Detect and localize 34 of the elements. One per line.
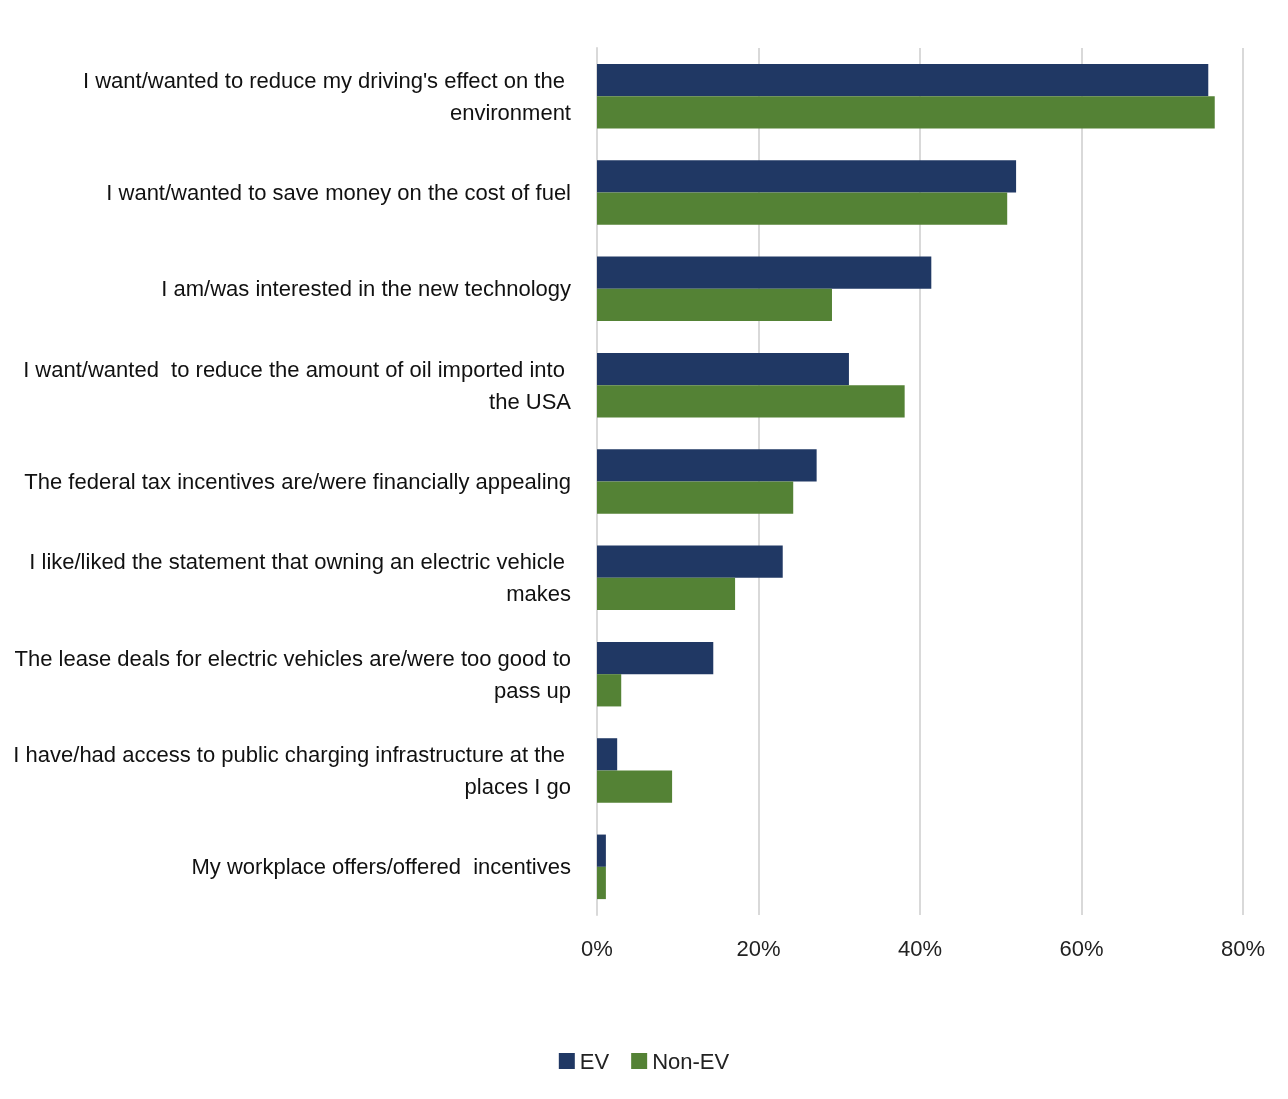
- bar: [597, 288, 832, 322]
- bar: [597, 160, 1017, 193]
- x-tick-label: 80%: [1220, 935, 1266, 961]
- legend-label: EV: [579, 1048, 610, 1074]
- x-tick-label: 40%: [897, 935, 943, 961]
- bar: [597, 96, 1215, 129]
- bar: [597, 866, 606, 900]
- x-tick-label: 20%: [736, 935, 781, 961]
- bar: [597, 385, 905, 418]
- y-tick-label: The federal tax incentives are/were financially appealing: [24, 469, 571, 494]
- x-tick-label: 60%: [1059, 935, 1104, 961]
- bar: [597, 545, 783, 578]
- bar: [597, 770, 673, 803]
- bar: [597, 577, 736, 611]
- bar: [597, 834, 606, 867]
- bar: [597, 256, 932, 289]
- y-tick-label: I have/had access to public charging infrastructure at the places I go: [13, 742, 571, 799]
- bar: [597, 352, 849, 386]
- bar: [597, 63, 1209, 97]
- bar: [597, 674, 622, 707]
- legend-label: Non-EV: [652, 1048, 730, 1074]
- y-tick-label: The lease deals for electric vehicles are/were too good to pass up: [14, 645, 571, 703]
- y-tick-label: My workplace offers/offered incentives: [191, 854, 571, 880]
- y-tick-label: I want/wanted to save money on the cost of fuel: [106, 180, 571, 205]
- bar: [597, 449, 817, 482]
- y-tick-label: I want/wanted to reduce the amount of oil imported into the USA: [23, 356, 572, 414]
- y-tick-label: I want/wanted to reduce my driving's effect on the environment: [82, 67, 571, 125]
- y-tick-label: I like/liked the statement that owning an electric vehicle makes: [29, 549, 571, 607]
- bar: [597, 738, 618, 771]
- bar: [597, 481, 794, 514]
- y-tick-label: I am/was interested in the new technology: [161, 276, 571, 302]
- bar: [597, 192, 1008, 225]
- bar: [597, 641, 714, 675]
- x-tick-label: 0%: [581, 935, 613, 961]
